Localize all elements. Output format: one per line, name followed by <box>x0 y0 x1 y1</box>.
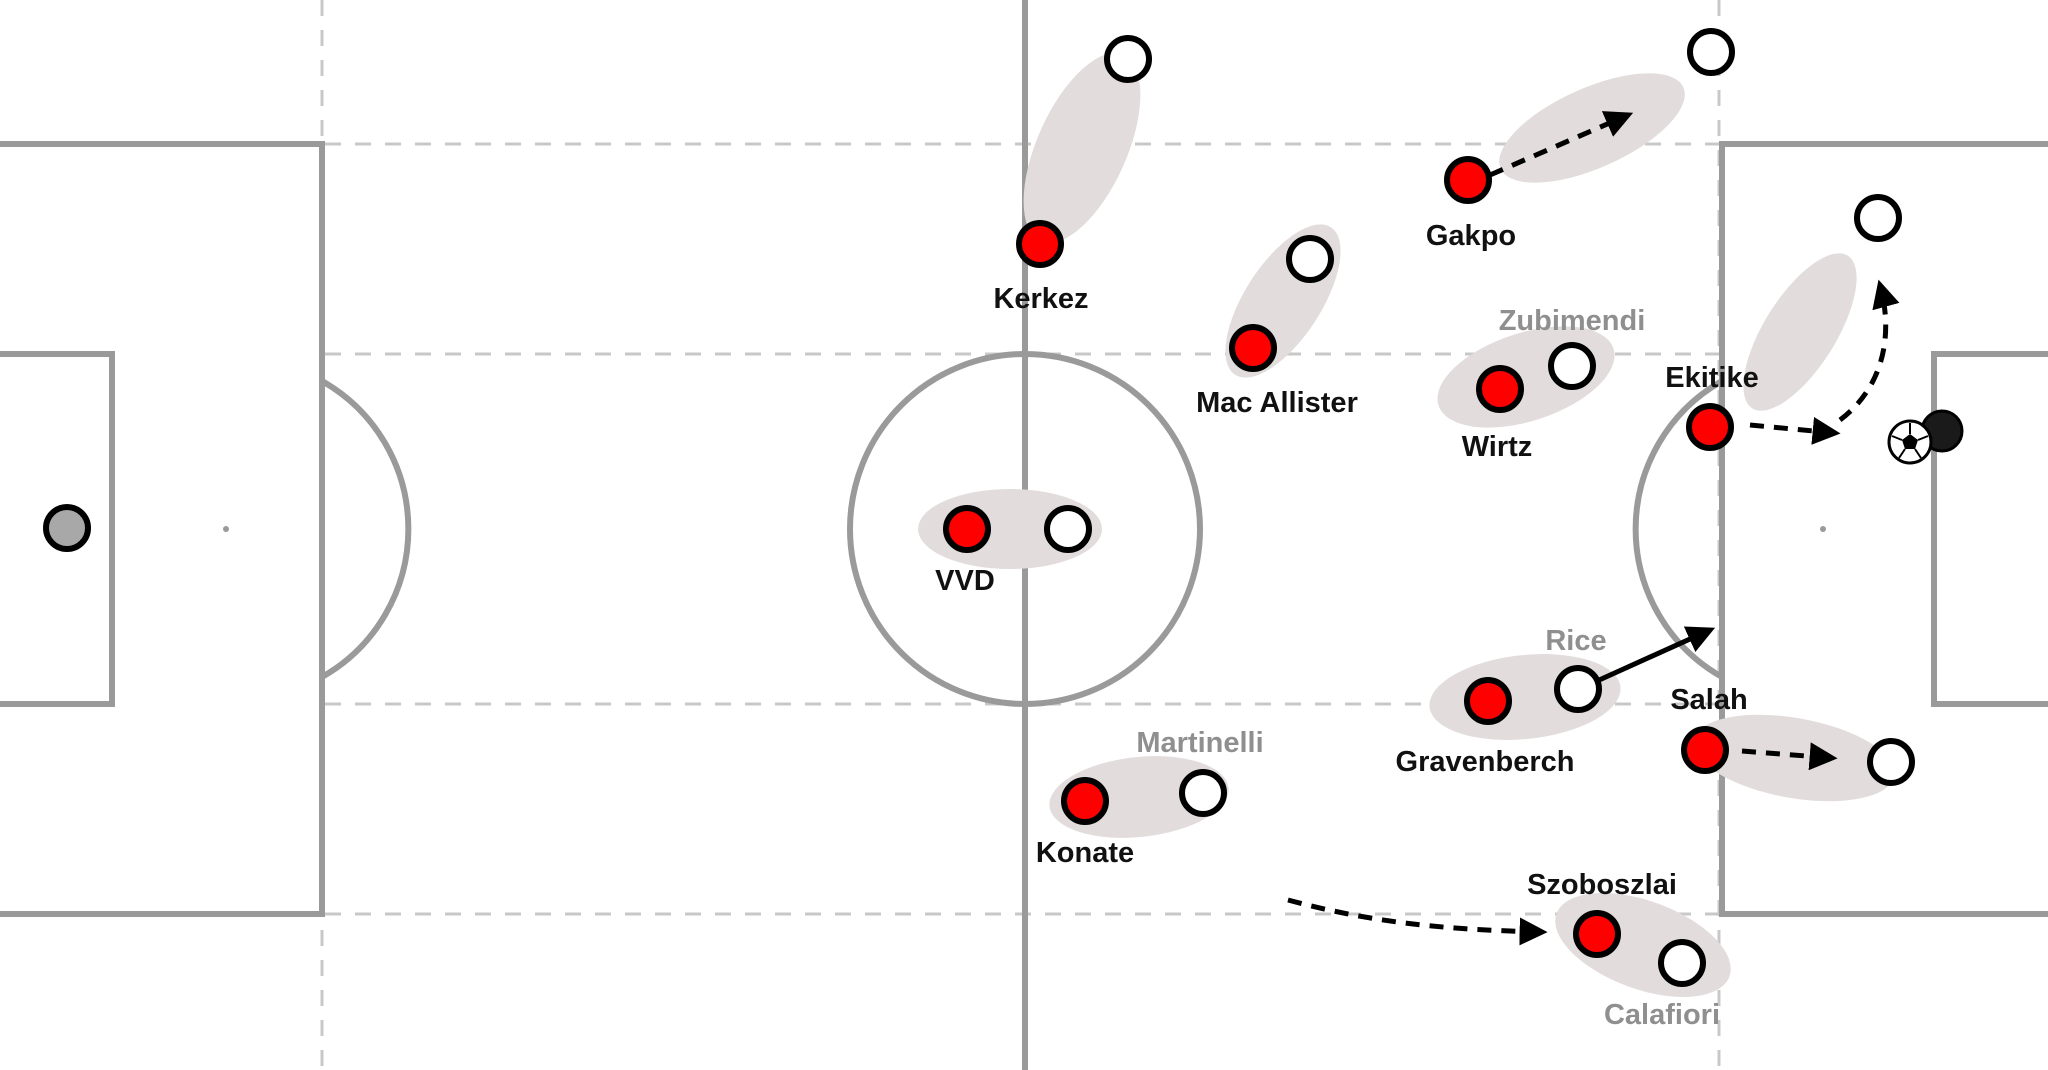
label-wirtz: Wirtz <box>1462 431 1533 463</box>
opponent-marker-zubimendi <box>1548 342 1596 390</box>
penalty-arc-left <box>320 378 412 680</box>
arrow-gakpo-run <box>1489 111 1634 178</box>
player-marker-salah <box>1681 726 1729 774</box>
goal-area-right <box>1931 351 2048 707</box>
arrow-szoboszlai-run <box>1287 897 1548 946</box>
movement-arrows <box>1287 111 1900 946</box>
goalkeeper-marker <box>43 504 91 552</box>
player-marker-konate <box>1061 777 1109 825</box>
opponent-marker-martinelli <box>1179 769 1227 817</box>
player-markers <box>943 156 1734 958</box>
arrow-rice-run <box>1595 626 1716 684</box>
penalty-spot-right <box>1820 526 1826 532</box>
opponent-marker-calafiori <box>1658 939 1706 987</box>
label-gakpo: Gakpo <box>1426 220 1516 252</box>
opponent-marker-top-left <box>1104 35 1152 83</box>
zone-kerkez <box>1023 53 1141 243</box>
player-marker-vvd <box>943 505 991 553</box>
label-mac-allister: Mac Allister <box>1196 387 1358 419</box>
penalty-area-right <box>1719 141 2048 917</box>
zone-mac-allister <box>1225 224 1341 378</box>
label-rice: Rice <box>1545 625 1606 657</box>
penalty-spot-left <box>223 526 229 532</box>
centre-circle <box>847 351 1203 707</box>
opponent-marker-rice <box>1554 665 1602 713</box>
label-kerkez: Kerkez <box>993 283 1088 315</box>
opponent-labels: Zubimendi Rice Martinelli Calafiori <box>1136 305 1720 1031</box>
label-gravenberch: Gravenberch <box>1396 746 1575 778</box>
arrow-salah-run <box>1741 742 1838 771</box>
arrow-ekitike-run <box>1749 416 1841 445</box>
player-marker-wirtz <box>1476 365 1524 413</box>
label-zubimendi: Zubimendi <box>1499 305 1646 337</box>
ball-seams <box>1891 423 1929 459</box>
goal-area-left <box>0 351 115 707</box>
opponent-marker-salah <box>1867 738 1915 786</box>
ball-pentagon <box>1902 434 1918 449</box>
opponent-marker-vvd <box>1044 505 1092 553</box>
arrow-ekitike-curve <box>1838 279 1900 422</box>
zone-gakpo <box>1499 73 1685 183</box>
label-calafiori: Calafiori <box>1604 999 1720 1031</box>
player-marker-kerkez <box>1016 220 1064 268</box>
player-marker-szoboszlai <box>1573 910 1621 958</box>
soccer-ball-icon <box>1887 409 1964 465</box>
label-salah: Salah <box>1670 684 1747 716</box>
player-labels: Kerkez Gakpo Mac Allister Wirtz Ekitike … <box>935 220 1759 901</box>
label-ekitike: Ekitike <box>1665 362 1759 394</box>
player-marker-mac-allister <box>1229 324 1277 372</box>
label-martinelli: Martinelli <box>1136 727 1263 759</box>
label-szoboszlai: Szoboszlai <box>1527 869 1677 901</box>
player-marker-gakpo <box>1444 156 1492 204</box>
opponent-marker-top-right <box>1687 28 1735 76</box>
player-marker-gravenberch <box>1464 677 1512 725</box>
label-vvd: VVD <box>935 565 995 597</box>
opponent-marker-ekitike <box>1854 194 1902 242</box>
zone-ekitike <box>1743 253 1857 411</box>
opponent-markers <box>1044 28 1915 987</box>
penalty-area-left <box>0 141 325 917</box>
label-konate: Konate <box>1036 837 1134 869</box>
player-marker-ekitike <box>1686 403 1734 451</box>
opponent-marker-mac-allister <box>1286 235 1334 283</box>
zone-salah <box>1693 714 1895 802</box>
